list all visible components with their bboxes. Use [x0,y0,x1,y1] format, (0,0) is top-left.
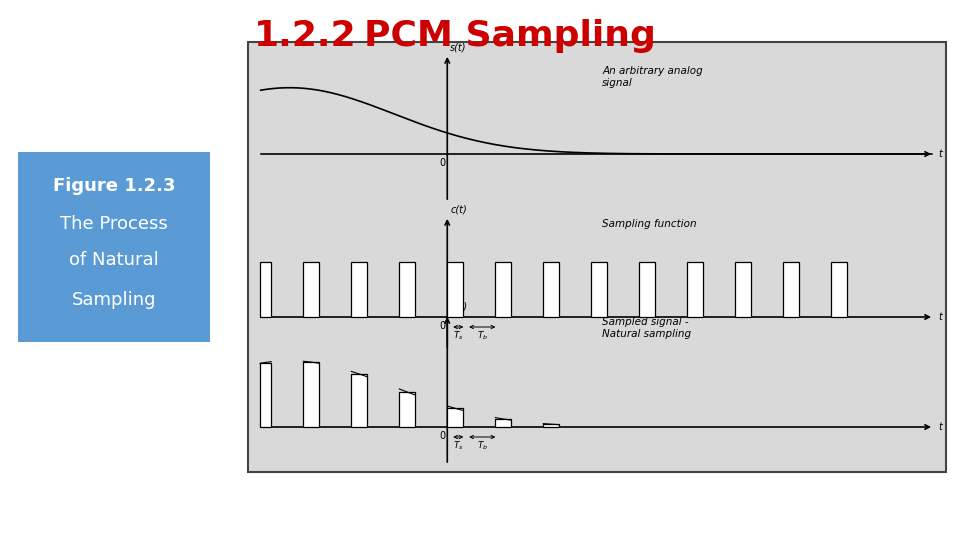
Text: s(t): s(t) [450,42,467,52]
Bar [447,262,464,317]
Bar [18,152,210,342]
Bar [399,392,416,427]
Text: 0: 0 [440,158,445,168]
Text: The Process: The Process [60,215,168,233]
Text: 1.2.2: 1.2.2 [253,19,356,53]
Bar [735,262,752,317]
Bar [543,424,560,427]
Bar [783,262,800,317]
Text: PCM Sampling: PCM Sampling [364,19,656,53]
Text: c(t): c(t) [450,204,467,214]
Bar [495,262,512,317]
Bar [447,408,464,427]
Text: $T_b$: $T_b$ [477,440,488,453]
Text: 0: 0 [440,321,445,331]
Bar [260,363,272,427]
Bar [248,42,946,472]
Bar [351,374,368,427]
Bar [543,262,560,317]
Text: y(t): y(t) [450,302,468,312]
Bar [687,262,704,317]
Text: t: t [938,149,942,159]
Bar [303,362,320,427]
Text: An arbitrary analog
signal: An arbitrary analog signal [602,66,703,87]
Text: $T_s$: $T_s$ [453,440,464,453]
Text: $T_s$: $T_s$ [453,330,464,342]
Bar [831,262,848,317]
Text: 0: 0 [440,431,445,441]
Text: $T_b$: $T_b$ [477,330,488,342]
Bar [303,262,320,317]
Text: Sampled signal -
Natural sampling: Sampled signal - Natural sampling [602,317,691,339]
Text: t: t [938,312,942,322]
Text: Sampling function: Sampling function [602,219,697,229]
Text: of Natural: of Natural [69,251,158,269]
Bar [399,262,416,317]
Text: t: t [938,422,942,432]
Bar [639,262,656,317]
Bar [351,262,368,317]
Text: Figure 1.2.3: Figure 1.2.3 [53,177,176,195]
Bar [495,419,512,427]
Text: Sampling: Sampling [72,291,156,309]
Bar [591,262,608,317]
Bar [260,262,272,317]
